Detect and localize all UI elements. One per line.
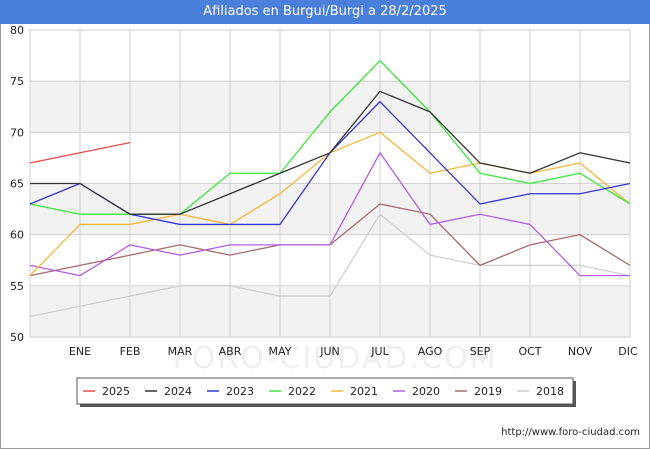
x-tick-label: ABR <box>219 345 242 358</box>
legend-label-2020: 2020 <box>412 385 440 398</box>
series-line-2025 <box>29 141 131 164</box>
legend-label-2018: 2018 <box>536 385 564 398</box>
legend-label-2023: 2023 <box>226 385 254 398</box>
legend-label-2025: 2025 <box>102 385 130 398</box>
y-tick-label: 80 <box>10 24 24 37</box>
legend-label-2022: 2022 <box>288 385 316 398</box>
x-tick-label: DIC <box>618 345 638 358</box>
x-tick-label: NOV <box>568 345 593 358</box>
x-tick-label: OCT <box>518 345 541 358</box>
source-credit[interactable]: http://www.foro-ciudad.com <box>501 427 640 438</box>
series-line-2020 <box>29 152 630 277</box>
y-tick-label: 50 <box>10 331 24 344</box>
watermark: FORO-CIUDAD.COM <box>173 341 498 376</box>
x-tick-label: JUL <box>370 345 389 358</box>
x-tick-label: MAY <box>269 345 292 358</box>
y-tick-label: 65 <box>10 178 24 191</box>
y-tick-label: 60 <box>10 229 24 242</box>
legend-label-2019: 2019 <box>474 385 502 398</box>
legend-label-2021: 2021 <box>350 385 378 398</box>
series-line-2018 <box>29 213 631 318</box>
x-tick-label: MAR <box>168 345 193 358</box>
x-tick-label: SEP <box>470 345 491 358</box>
legend: 2025 2024 2023 2022 2021 2020 2019 2018 <box>76 377 576 407</box>
x-tick-label: FEB <box>120 345 141 358</box>
y-tick-label: 70 <box>10 126 24 139</box>
legend-box <box>76 377 574 405</box>
y-tick-label: 55 <box>10 280 24 293</box>
chart-title: Afiliados en Burgui/Burgi a 28/2/2025 <box>0 0 650 24</box>
x-tick-label: JUN <box>319 345 340 358</box>
x-tick-label: ENE <box>69 345 91 358</box>
y-tick-label: 75 <box>10 75 24 88</box>
x-tick-label: AGO <box>418 345 443 358</box>
series-lines <box>29 60 631 318</box>
axis-labels: 50 55 60 65 70 75 80 ENE FEB MAR ABR MAY JUN JUL AGO SE… <box>10 24 638 358</box>
series-line-2024 <box>30 90 631 215</box>
legend-label-2024: 2024 <box>164 385 192 398</box>
